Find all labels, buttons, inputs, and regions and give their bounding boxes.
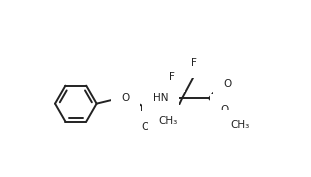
Text: HN: HN xyxy=(153,93,168,103)
Text: O: O xyxy=(142,122,150,132)
Text: F: F xyxy=(191,58,197,68)
Text: F: F xyxy=(212,72,218,82)
Text: O: O xyxy=(223,79,232,89)
Text: CH₃: CH₃ xyxy=(159,116,178,125)
Text: F: F xyxy=(169,72,175,82)
Text: O: O xyxy=(220,105,229,115)
Text: CH₃: CH₃ xyxy=(230,120,249,130)
Text: O: O xyxy=(121,93,129,103)
